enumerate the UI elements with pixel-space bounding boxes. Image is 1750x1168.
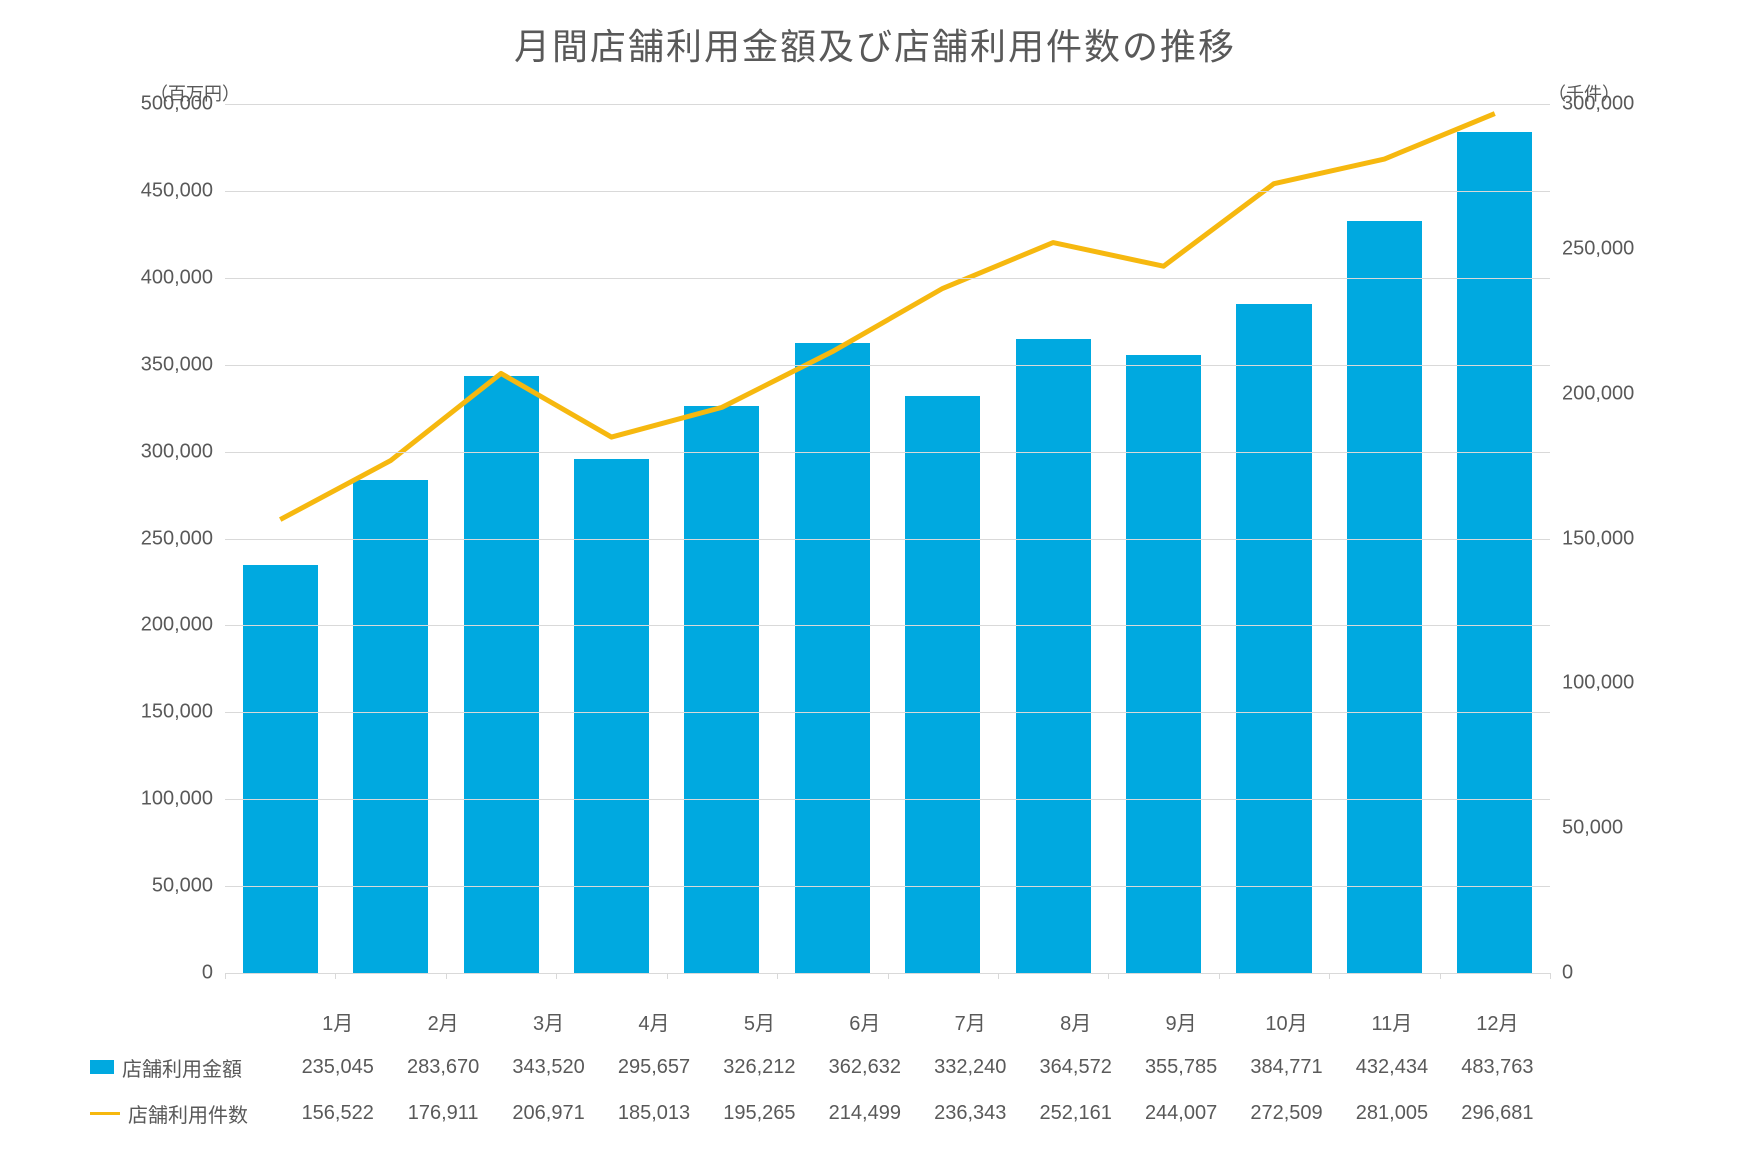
line-path [280,114,1495,520]
table-cell: 355,785 [1128,1056,1233,1079]
gridline [225,886,1550,887]
y1-tick-label: 400,000 [141,266,225,289]
y1-tick-label: 250,000 [141,527,225,550]
legend-label: 店舗利用件数 [128,1099,248,1128]
x-tick [777,973,778,979]
table-cell: 4月 [601,1007,706,1036]
y2-tick-label: 150,000 [1550,527,1634,550]
gridline [225,104,1550,105]
gridline [225,452,1550,453]
series-row-amount: 店舗利用金額 235,045283,670343,520295,657326,21… [60,1044,1550,1090]
y1-tick-label: 100,000 [141,788,225,811]
table-cell: 235,045 [285,1056,390,1079]
data-table: 1月2月3月4月5月6月7月8月9月10月11月12月店舗利用金額 235,045… [60,998,1550,1138]
y2-tick-label: 100,000 [1550,672,1634,695]
table-cell: 3月 [496,1007,601,1036]
x-tick [1440,973,1441,979]
table-cell: 176,911 [390,1102,495,1125]
y2-tick-label: 50,000 [1550,817,1623,840]
series-row-amount-head: 店舗利用金額 [60,1053,285,1082]
series-row-amount-cells: 235,045283,670343,520295,657326,212362,6… [285,1056,1550,1079]
table-cell: 206,971 [496,1102,601,1125]
chart-title: 月間店舗利用金額及び店舗利用件数の推移 [0,0,1750,70]
gridline [225,625,1550,626]
chart-area: （百万円） （千件） 050,000100,000150,000200,0002… [60,80,1690,1138]
table-cell: 432,434 [1339,1056,1444,1079]
x-tick [335,973,336,979]
x-tick [1108,973,1109,979]
gridline [225,712,1550,713]
gridline [225,365,1550,366]
table-cell: 214,499 [812,1102,917,1125]
table-cell: 9月 [1128,1007,1233,1036]
table-cell: 343,520 [496,1056,601,1079]
table-cell: 272,509 [1234,1102,1339,1125]
table-cell: 1月 [285,1007,390,1036]
table-cell: 364,572 [1023,1056,1128,1079]
table-cell: 362,632 [812,1056,917,1079]
x-tick [667,973,668,979]
table-cell: 483,763 [1445,1056,1550,1079]
table-cell: 195,265 [707,1102,812,1125]
plot-area: 050,000100,000150,000200,000250,000300,0… [225,104,1550,973]
gridline [225,799,1550,800]
table-cell: 384,771 [1234,1056,1339,1079]
table-cell: 296,681 [1445,1102,1550,1125]
y1-tick-label: 500,000 [141,93,225,116]
series-row-count: 店舗利用件数 156,522176,911206,971185,013195,26… [60,1090,1550,1136]
table-cell: 283,670 [390,1056,495,1079]
table-cell: 10月 [1234,1007,1339,1036]
x-tick [888,973,889,979]
y1-tick-label: 450,000 [141,179,225,202]
y2-tick-label: 0 [1550,962,1573,985]
table-cell: 11月 [1339,1007,1444,1036]
category-row-cells: 1月2月3月4月5月6月7月8月9月10月11月12月 [285,1007,1550,1036]
table-cell: 6月 [812,1007,917,1036]
y2-tick-label: 300,000 [1550,93,1634,116]
table-cell: 12月 [1445,1007,1550,1036]
gridline [225,191,1550,192]
table-cell: 326,212 [707,1056,812,1079]
table-cell: 156,522 [285,1102,390,1125]
table-cell: 185,013 [601,1102,706,1125]
legend-label: 店舗利用金額 [122,1053,242,1082]
table-cell: 7月 [918,1007,1023,1036]
y1-tick-label: 200,000 [141,614,225,637]
table-cell: 8月 [1023,1007,1128,1036]
y1-tick-label: 150,000 [141,701,225,724]
x-tick [225,973,226,979]
category-row: 1月2月3月4月5月6月7月8月9月10月11月12月 [60,998,1550,1044]
legend-swatch-bar-icon [90,1060,114,1074]
x-tick [998,973,999,979]
y1-tick-label: 300,000 [141,440,225,463]
table-cell: 252,161 [1023,1102,1128,1125]
series-row-count-head: 店舗利用件数 [60,1099,285,1128]
y2-tick-label: 250,000 [1550,237,1634,260]
x-tick [1219,973,1220,979]
y1-tick-label: 0 [202,962,225,985]
y1-tick-label: 350,000 [141,353,225,376]
x-tick [1550,973,1551,979]
x-tick [1329,973,1330,979]
table-cell: 281,005 [1339,1102,1444,1125]
table-cell: 5月 [707,1007,812,1036]
series-row-count-cells: 156,522176,911206,971185,013195,265214,4… [285,1102,1550,1125]
table-cell: 2月 [390,1007,495,1036]
gridline [225,278,1550,279]
x-tick [446,973,447,979]
table-cell: 236,343 [918,1102,1023,1125]
table-cell: 332,240 [918,1056,1023,1079]
table-cell: 295,657 [601,1056,706,1079]
y2-tick-label: 200,000 [1550,382,1634,405]
table-cell: 244,007 [1128,1102,1233,1125]
x-tick [556,973,557,979]
gridline [225,539,1550,540]
legend-swatch-line-icon [90,1112,120,1115]
y1-tick-label: 50,000 [152,875,225,898]
